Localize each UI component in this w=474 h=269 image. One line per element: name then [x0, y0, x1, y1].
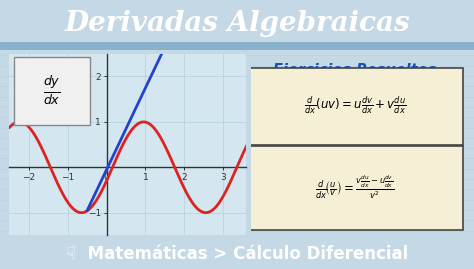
Text: $\frac{d}{dx}\!\left(\frac{u}{v}\right) = \frac{v\frac{du}{dx} - u\frac{dv}{dx}}: $\frac{d}{dx}\!\left(\frac{u}{v}\right) …: [315, 173, 394, 201]
Text: $\frac{d}{dx}(uv) = u\frac{dv}{dx} + v\frac{du}{dx}$: $\frac{d}{dx}(uv) = u\frac{dv}{dx} + v\f…: [303, 95, 406, 116]
FancyBboxPatch shape: [249, 146, 463, 230]
Text: Derivadas Algebraicas: Derivadas Algebraicas: [64, 10, 410, 37]
Text: Ejercicios Resueltos: Ejercicios Resueltos: [273, 63, 437, 78]
Text: $\frac{dy}{dx}$: $\frac{dy}{dx}$: [43, 75, 61, 107]
FancyBboxPatch shape: [14, 58, 90, 125]
FancyBboxPatch shape: [249, 68, 463, 145]
Text: ☟  Matemáticas > Cálculo Diferencial: ☟ Matemáticas > Cálculo Diferencial: [66, 245, 408, 263]
Bar: [0, 42, 474, 50]
